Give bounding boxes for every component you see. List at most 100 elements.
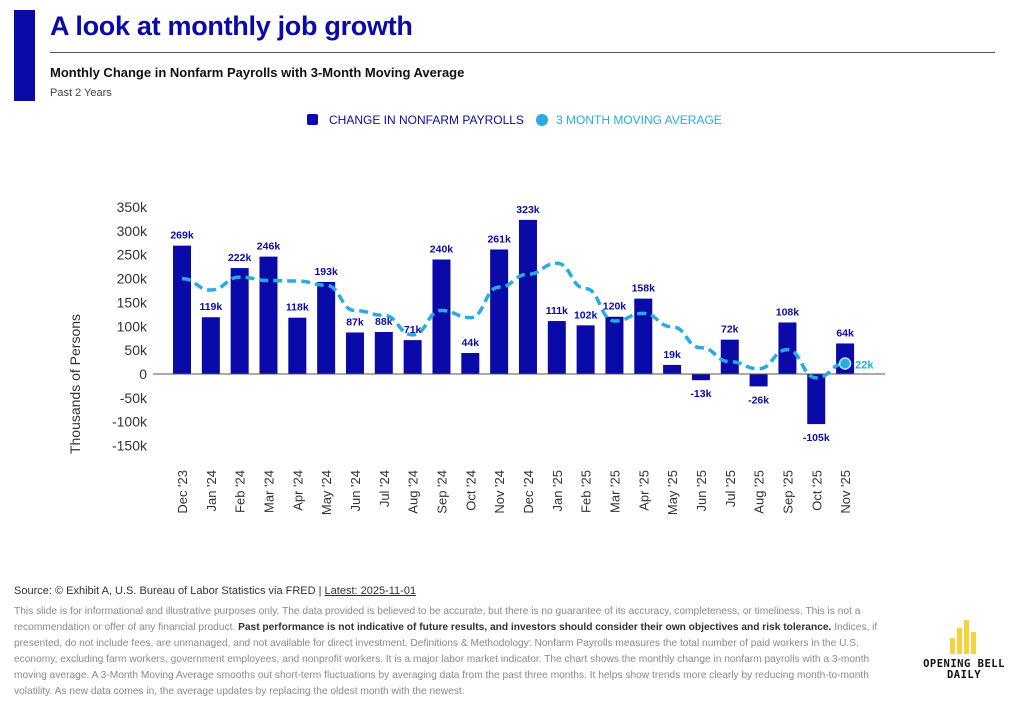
y-tick-label: 300k <box>117 223 148 239</box>
y-tick-label: -150k <box>112 438 148 454</box>
bar-value-label: 71k <box>404 324 422 336</box>
legend-swatch-payrolls <box>307 114 318 125</box>
bar-value-label: 108k <box>776 306 800 318</box>
legend-label-moving-average: 3 MONTH MOVING AVERAGE <box>556 113 722 127</box>
x-tick-label: Apr '25 <box>636 470 651 511</box>
moving-average-last-point <box>838 357 852 370</box>
bar-apr-25 <box>634 298 653 374</box>
x-tick-label: Jan '24 <box>204 470 219 512</box>
source-text: Source: © Exhibit A, U.S. Bureau of Labo… <box>14 585 325 597</box>
bar-value-label: 261k <box>487 233 511 245</box>
bar-value-label: 323k <box>516 204 540 216</box>
bar-value-label: -105k <box>803 432 830 444</box>
x-tick-label: Jun '24 <box>348 470 363 512</box>
bar-value-label: 222k <box>228 252 252 264</box>
x-tick-label: Sep '25 <box>780 470 795 514</box>
moving-average-last-label: 22k <box>855 360 874 372</box>
x-tick-label: May '25 <box>665 470 680 515</box>
logo-line-1: OPENING BELL <box>923 658 1005 670</box>
bar-oct-24 <box>461 353 480 374</box>
disclaimer: This slide is for informational and illu… <box>14 604 894 700</box>
bell-bars-icon <box>950 620 976 654</box>
title-accent-bar <box>14 10 35 101</box>
bar-value-label: 120k <box>603 301 627 313</box>
bar-aug-24 <box>403 340 422 374</box>
bar-value-label: 118k <box>286 302 309 314</box>
bar-jun-25 <box>691 374 710 381</box>
x-tick-label: Aug '25 <box>752 470 767 514</box>
x-tick-label: Oct '25 <box>809 470 824 511</box>
y-tick-label: 100k <box>117 318 148 334</box>
x-tick-label: Jul '25 <box>723 470 738 507</box>
moving-average-line <box>181 261 846 380</box>
bar-feb-24 <box>230 268 249 374</box>
legend-label-payrolls: CHANGE IN NONFARM PAYROLLS <box>329 113 524 127</box>
y-axis-label: Thousands of Persons <box>67 314 83 454</box>
disclaimer-bold: Past performance is not indicative of fu… <box>238 622 832 633</box>
bar-value-label: 64k <box>836 327 854 339</box>
y-tick-label: 350k <box>117 199 148 215</box>
x-tick-label: Jun '25 <box>694 470 709 512</box>
latest-date: Latest: 2025-11-01 <box>324 585 417 597</box>
legend-swatch-moving-average <box>536 114 548 126</box>
x-tick-label: Feb '24 <box>233 470 248 513</box>
y-tick-label: -100k <box>112 414 148 430</box>
x-tick-label: Dec '24 <box>521 470 536 514</box>
x-tick-label: Jan '25 <box>550 470 565 512</box>
chart-period: Past 2 Years <box>50 87 112 99</box>
chart-subtitle: Monthly Change in Nonfarm Payrolls with … <box>50 65 465 80</box>
bar-mar-24 <box>259 256 278 374</box>
x-tick-label: Apr '24 <box>290 470 305 511</box>
x-tick-label: Jul '24 <box>377 470 392 507</box>
x-tick-label: Feb '25 <box>579 470 594 513</box>
y-tick-label: 150k <box>117 294 148 310</box>
page-title: A look at monthly job growth <box>50 11 413 41</box>
x-tick-label: Mar '24 <box>261 470 276 513</box>
bar-mar-25 <box>605 316 624 374</box>
bar-value-label: 88k <box>375 316 393 328</box>
bar-value-label: 111k <box>546 305 568 317</box>
bar-value-label: 119k <box>199 301 222 313</box>
y-tick-label: 200k <box>117 271 148 287</box>
bar-jun-24 <box>345 332 364 374</box>
x-tick-label: Dec '23 <box>175 470 190 514</box>
bar-dec-23 <box>173 245 191 374</box>
x-tick-label: May '24 <box>319 470 334 515</box>
bar-value-label: 269k <box>170 230 194 242</box>
bar-sep-24 <box>432 259 451 374</box>
x-tick-label: Mar '25 <box>607 470 622 513</box>
disclaimer-text: This slide is for informational and illu… <box>14 606 861 633</box>
y-tick-label: 0 <box>139 366 147 382</box>
title-divider <box>50 52 995 53</box>
y-tick-label: -50k <box>120 390 148 406</box>
bar-dec-24 <box>518 219 537 374</box>
bar-nov-24 <box>490 249 509 374</box>
bar-feb-25 <box>576 325 595 374</box>
bar-value-label: 19k <box>663 349 681 361</box>
bar-aug-25 <box>749 374 768 387</box>
y-tick-label: 50k <box>124 342 148 358</box>
x-tick-label: Nov '24 <box>492 470 507 514</box>
source-note: Source: © Exhibit A, U.S. Bureau of Labo… <box>14 585 416 597</box>
bar-apr-24 <box>288 317 307 374</box>
bar-value-label: 193k <box>314 266 338 278</box>
bar-oct-25 <box>807 374 826 425</box>
x-tick-label: Nov '25 <box>838 470 853 514</box>
disclaimer-methodology: Indices, if presented, do not include fe… <box>14 622 878 697</box>
bar-jul-25 <box>720 339 739 374</box>
y-tick-label: 250k <box>117 247 148 263</box>
bar-may-25 <box>663 364 682 374</box>
x-tick-label: Oct '24 <box>463 470 478 511</box>
x-tick-label: Aug '24 <box>406 470 421 514</box>
bar-value-label: -26k <box>748 394 769 406</box>
logo-line-2: DAILY <box>946 669 982 681</box>
bar-jan-25 <box>547 321 566 374</box>
bar-value-label: 240k <box>430 243 454 255</box>
bar-value-label: 102k <box>574 309 598 321</box>
bar-value-label: 87k <box>346 316 364 328</box>
bar-jul-24 <box>374 332 393 374</box>
payrolls-chart: CHANGE IN NONFARM PAYROLLS 3 MONTH MOVING… <box>67 113 885 515</box>
bar-value-label: 72k <box>721 324 739 336</box>
bar-value-label: 44k <box>462 337 480 349</box>
opening-bell-daily-logo: OPENING BELL DAILY <box>912 620 1016 681</box>
